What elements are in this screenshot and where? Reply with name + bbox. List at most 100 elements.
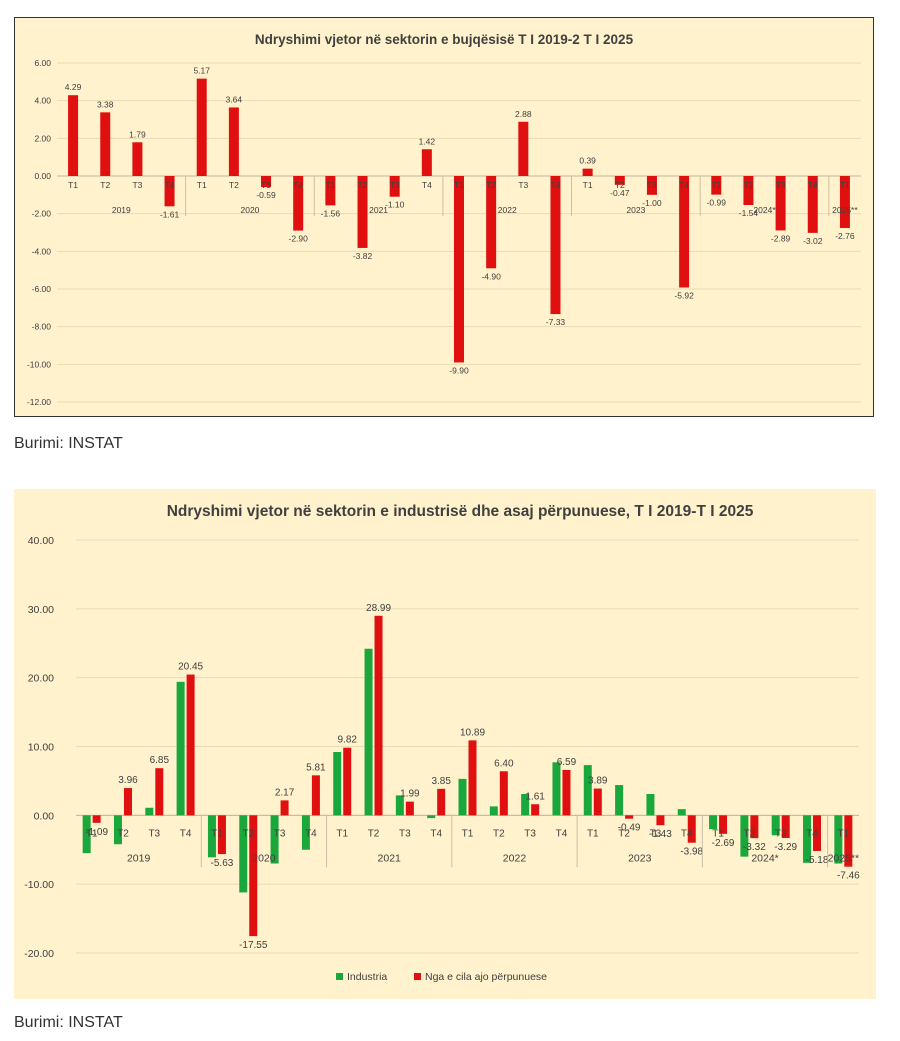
data-label: -0.49 [618, 823, 641, 834]
x-tick-label: T1 [838, 828, 850, 839]
bar-industria [521, 793, 530, 816]
x-tick-label: T4 [293, 180, 303, 190]
bar-industria [771, 815, 780, 836]
year-label: 2020 [240, 205, 259, 215]
data-label: -1.56 [321, 208, 341, 218]
x-tick-label: T3 [261, 180, 271, 190]
bar [711, 176, 722, 195]
bar-perpunuese [562, 769, 571, 816]
year-label: 2024* [751, 852, 778, 864]
x-tick-label: T1 [86, 828, 98, 839]
y-tick-label: 30.00 [28, 604, 54, 616]
data-label: -2.69 [712, 838, 735, 849]
bar-industria [803, 815, 812, 863]
data-label: 1.99 [400, 789, 420, 800]
data-label: -2.90 [289, 234, 309, 244]
bar-industria [489, 806, 498, 816]
data-label: 3.85 [431, 776, 451, 787]
x-tick-label: T4 [165, 180, 175, 190]
data-label: 0.39 [579, 156, 596, 166]
bar-perpunuese [186, 674, 195, 816]
x-tick-label: T2 [229, 180, 239, 190]
data-label: -0.59 [256, 190, 276, 200]
bar [389, 176, 400, 197]
x-tick-label: T3 [650, 828, 662, 839]
y-tick-label: -2.00 [32, 209, 52, 219]
x-tick-label: T4 [551, 180, 561, 190]
year-label: 2025** [828, 852, 860, 864]
y-tick-label: 0.00 [34, 810, 55, 822]
data-label: -1.10 [385, 200, 405, 210]
bar [614, 176, 625, 185]
bar-perpunuese [123, 788, 132, 816]
data-label: 5.81 [306, 762, 326, 773]
x-tick-label: T1 [68, 180, 78, 190]
bar-industria [834, 815, 843, 864]
bar-perpunuese [687, 815, 696, 843]
data-label: 3.96 [118, 775, 138, 786]
bar-industria [207, 815, 216, 858]
bar [100, 112, 111, 176]
data-label: -1.00 [642, 198, 662, 208]
industry-chart: Ndryshimi vjetor në sektorin e industris… [14, 489, 876, 999]
data-label: -1.61 [160, 209, 180, 219]
bar-perpunuese [311, 775, 320, 816]
x-tick-label: T3 [518, 180, 528, 190]
bar [743, 176, 754, 206]
x-tick-label: T1 [197, 180, 207, 190]
x-tick-label: T1 [211, 828, 223, 839]
year-label: 2025** [832, 205, 858, 215]
x-tick-label: T1 [711, 180, 721, 190]
bar-industria [113, 815, 122, 845]
industry-chart-svg: Ndryshimi vjetor në sektorin e industris… [24, 503, 860, 983]
bar-industria [646, 793, 655, 816]
x-tick-label: T3 [132, 180, 142, 190]
x-tick-label: T2 [744, 828, 756, 839]
bar-perpunuese [656, 815, 665, 826]
bar [325, 176, 336, 206]
x-tick-label: T4 [681, 828, 693, 839]
bar-industria [395, 795, 404, 816]
x-tick-label: T1 [840, 180, 850, 190]
bar-perpunuese [719, 815, 728, 834]
bar-industria [364, 648, 373, 816]
x-tick-label: T4 [180, 828, 192, 839]
data-label: 6.40 [494, 758, 514, 769]
bar-perpunuese [280, 800, 289, 816]
bar [807, 176, 818, 233]
year-label: 2020 [252, 852, 276, 864]
bar [261, 176, 272, 188]
bar-industria [583, 765, 592, 816]
bar [839, 176, 850, 228]
legend-swatch-industria [336, 973, 343, 980]
bar-industria [239, 815, 248, 893]
bar-perpunuese [249, 815, 258, 937]
data-label: -2.76 [835, 231, 855, 241]
bar-perpunuese [155, 768, 164, 816]
data-label: 3.64 [226, 94, 243, 104]
bar [550, 176, 561, 315]
legend-label-perpunuese: Nga e cila ajo përpunuese [425, 971, 547, 983]
bar-industria [82, 815, 91, 854]
x-tick-label: T2 [117, 828, 129, 839]
data-label: 4.29 [65, 82, 82, 92]
y-tick-label: 2.00 [34, 133, 51, 143]
bar [132, 142, 143, 176]
data-label: -5.18 [806, 855, 829, 866]
x-tick-label: T1 [587, 828, 599, 839]
x-tick-label: T2 [368, 828, 380, 839]
legend-swatch-perpunuese [414, 973, 421, 980]
x-tick-label: T4 [556, 828, 568, 839]
y-tick-label: -10.00 [24, 879, 54, 891]
x-tick-label: T3 [524, 828, 536, 839]
data-label: -7.33 [546, 317, 566, 327]
x-tick-label: T3 [647, 180, 657, 190]
data-label: -5.92 [674, 290, 694, 300]
bar-perpunuese [405, 801, 414, 816]
x-tick-label: T3 [148, 828, 160, 839]
bar-perpunuese [781, 815, 790, 838]
y-tick-label: -12.00 [27, 397, 51, 407]
data-label: 10.89 [460, 727, 485, 738]
year-label: 2022 [498, 205, 517, 215]
x-tick-label: T1 [462, 828, 474, 839]
